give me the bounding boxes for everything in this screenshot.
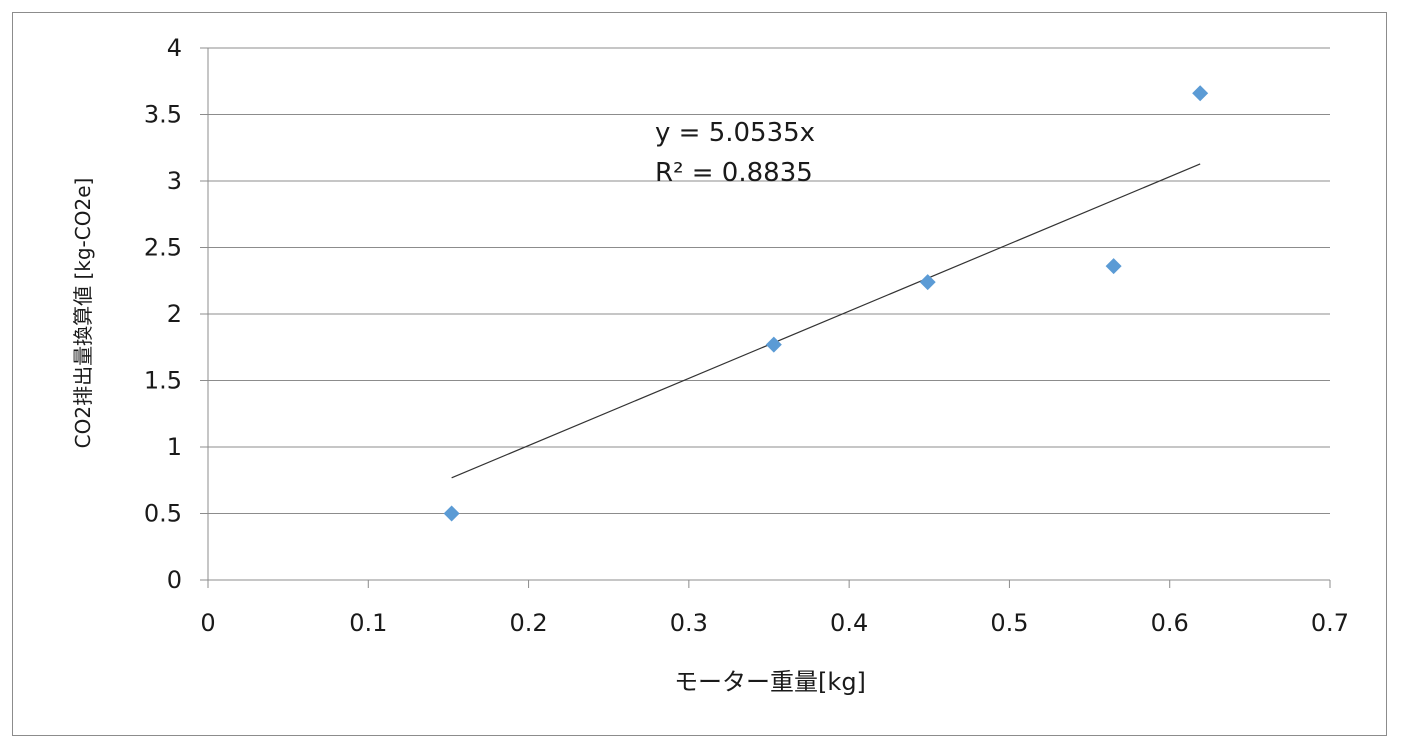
data-point	[443, 505, 460, 522]
data-point	[1105, 258, 1122, 275]
y-tick-label: 3.5	[144, 101, 182, 129]
x-tick-labels: 0 0.1 0.2 0.3 0.4 0.5 0.6 0.7	[200, 609, 1349, 637]
y-tick-label: 4	[167, 34, 182, 62]
x-tick-label: 0.5	[990, 609, 1028, 637]
y-tick-label: 2.5	[144, 234, 182, 262]
x-tick-label: 0.4	[830, 609, 868, 637]
x-axis-title: モーター重量[kg]	[674, 668, 866, 696]
data-points	[443, 85, 1209, 522]
trendline-r-squared: R² = 0.8835	[655, 158, 813, 188]
x-tick-label: 0.2	[509, 609, 547, 637]
trendline	[451, 163, 1201, 479]
y-tick-label: 0	[167, 566, 182, 594]
y-tick-label: 0.5	[144, 500, 182, 528]
data-point	[1192, 85, 1209, 102]
y-tick-label: 1.5	[144, 367, 182, 395]
trendline-equation: y = 5.0535x	[655, 118, 815, 148]
x-tick-label: 0	[200, 609, 215, 637]
x-tick-label: 0.6	[1151, 609, 1189, 637]
trendline-group	[451, 163, 1201, 479]
x-tick-label: 0.1	[349, 609, 387, 637]
y-axis-title: CO2排出量換算値 [kg-CO2e]	[71, 178, 95, 449]
x-tick-label: 0.7	[1311, 609, 1349, 637]
y-tick-labels: 0 0.5 1 1.5 2 2.5 3 3.5 4	[144, 34, 182, 594]
y-tick-label: 1	[167, 433, 182, 461]
data-point	[919, 274, 936, 291]
y-tick-label: 3	[167, 167, 182, 195]
x-tick-label: 0.3	[670, 609, 708, 637]
gridlines	[208, 47, 1330, 514]
axes	[200, 47, 1331, 588]
y-tick-label: 2	[167, 300, 182, 328]
data-point	[765, 336, 782, 353]
